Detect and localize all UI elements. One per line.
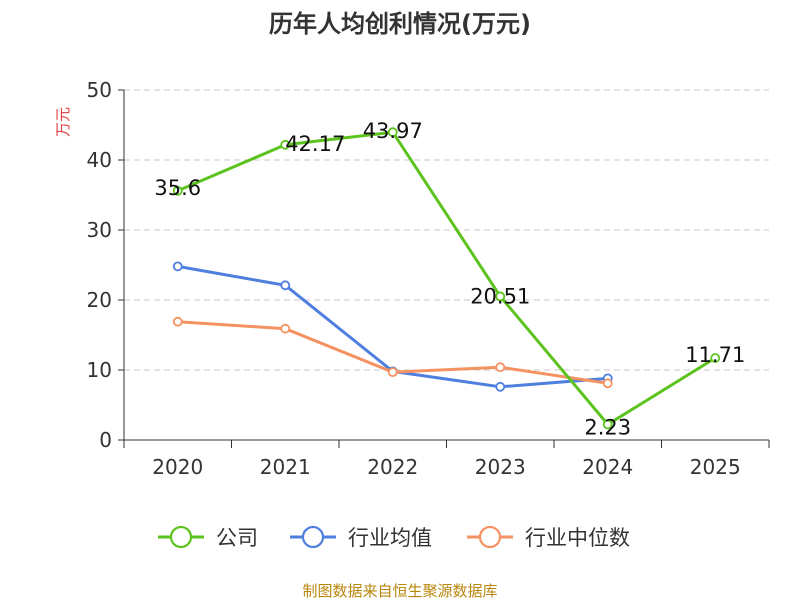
data-label-2023: 20.51 bbox=[470, 284, 530, 308]
legend-marker-icon bbox=[169, 525, 193, 549]
data-source-note: 制图数据来自恒生聚源数据库 bbox=[302, 582, 497, 600]
data-label-2021: 42.17 bbox=[285, 132, 345, 156]
data-point-s0-2023[interactable] bbox=[495, 291, 506, 302]
axes: 0 10 20 30 40 50 2020 2021 2022 2023 2024 2025 bbox=[87, 78, 770, 479]
legend-item-0[interactable]: 公司 bbox=[158, 525, 258, 550]
x-tick-label-2021: 2021 bbox=[260, 455, 311, 479]
y-tick-label: 40 bbox=[87, 148, 112, 172]
data-label-2024: 2.23 bbox=[584, 415, 631, 439]
x-tick-label-2022: 2022 bbox=[367, 455, 418, 479]
y-tick-label: 0 bbox=[99, 428, 112, 452]
y-tick-label: 50 bbox=[87, 78, 112, 102]
x-tick-label-2020: 2020 bbox=[152, 455, 203, 479]
x-tick-label-2025: 2025 bbox=[690, 455, 741, 479]
legend: 公司 行业均值 行业中位数 bbox=[158, 525, 630, 550]
x-tick-label-2024: 2024 bbox=[582, 455, 633, 479]
legend-item-2[interactable]: 行业中位数 bbox=[467, 525, 630, 550]
data-point-s2-2023[interactable] bbox=[495, 362, 506, 373]
data-point-s1-2021[interactable] bbox=[280, 280, 291, 291]
data-point-s0-2021[interactable] bbox=[280, 139, 291, 150]
data-point-s1-2020[interactable] bbox=[172, 261, 183, 272]
data-label-2020: 35.6 bbox=[154, 176, 201, 200]
data-label-2025: 11.71 bbox=[685, 343, 745, 367]
data-label-2022: 43.97 bbox=[363, 119, 423, 143]
data-point-s0-2025[interactable] bbox=[710, 353, 721, 363]
data-point-s2-2020[interactable] bbox=[172, 316, 183, 327]
data-labels: 35.6 42.17 43.97 20.51 2.23 11.71 bbox=[154, 119, 745, 439]
legend-label: 公司 bbox=[216, 526, 258, 550]
legend-label: 行业均值 bbox=[348, 526, 432, 550]
series-line-0 bbox=[177, 130, 717, 426]
data-point-s1-2023[interactable] bbox=[495, 381, 506, 392]
y-tick-label: 30 bbox=[87, 218, 112, 242]
legend-label: 行业中位数 bbox=[525, 526, 630, 550]
legend-marker-icon bbox=[301, 525, 325, 549]
data-point-s2-2024[interactable] bbox=[602, 378, 613, 389]
chart-title: 历年人均创利情况(万元) bbox=[269, 10, 531, 38]
legend-item-1[interactable]: 行业均值 bbox=[290, 525, 432, 550]
data-point-s0-2020[interactable] bbox=[172, 185, 183, 196]
data-point-s0-2022[interactable] bbox=[387, 127, 398, 138]
data-point-s0-2024[interactable] bbox=[602, 419, 613, 430]
legend-marker-icon bbox=[478, 525, 502, 549]
data-point-s2-2021[interactable] bbox=[280, 323, 291, 334]
x-tick-label-2023: 2023 bbox=[475, 455, 526, 479]
grid-lines bbox=[124, 89, 769, 371]
data-point-s2-2022[interactable] bbox=[387, 367, 398, 378]
series-group bbox=[172, 127, 721, 430]
y-tick-label: 10 bbox=[87, 358, 112, 382]
y-axis-label: 万元 bbox=[54, 107, 72, 137]
y-tick-label: 20 bbox=[87, 288, 112, 312]
